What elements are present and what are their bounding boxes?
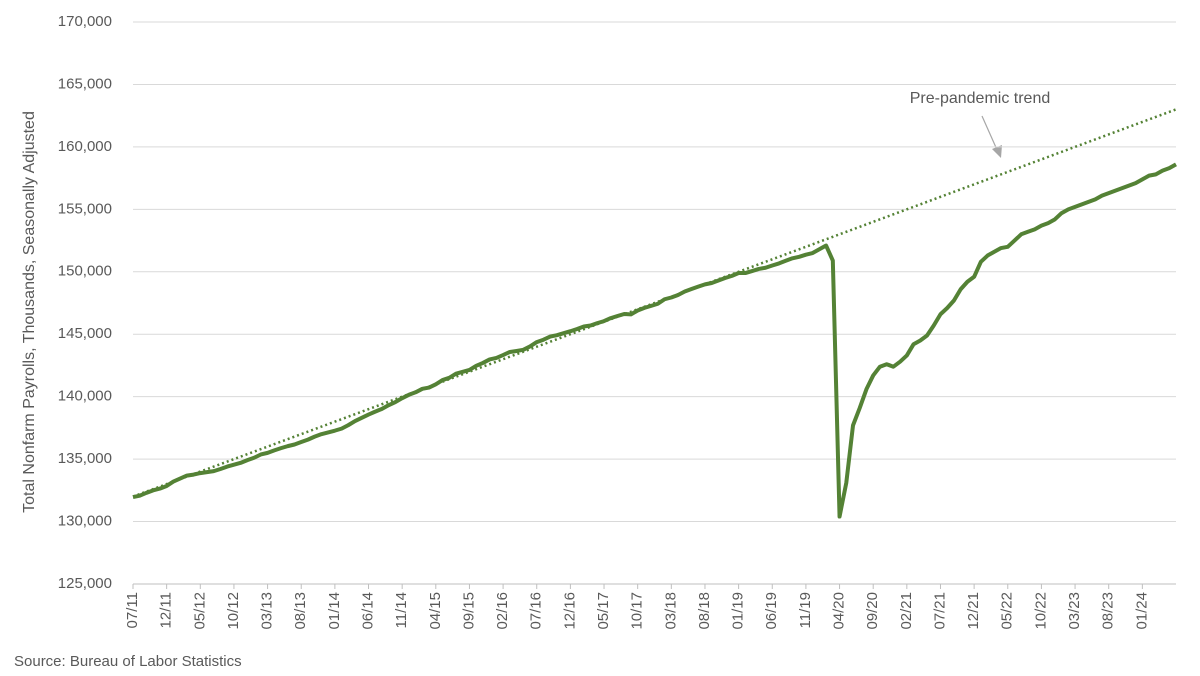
y-tick-label: 170,000 (58, 13, 112, 30)
x-tick-label: 05/22 (999, 592, 1016, 630)
x-tick-label: 07/16 (528, 592, 545, 630)
x-tick-label: 07/11 (124, 592, 141, 628)
x-tick-label: 06/14 (359, 592, 376, 630)
y-tick-label: 125,000 (58, 575, 112, 592)
x-tick-label: 01/19 (730, 592, 747, 630)
x-tick-label: 10/22 (1032, 592, 1049, 630)
annotation-arrow (981, 115, 999, 153)
x-tick-label: 08/23 (1100, 592, 1117, 630)
y-tick-label: 130,000 (58, 513, 112, 530)
y-axis-title: Total Nonfarm Payrolls, Thousands, Seaso… (21, 111, 38, 513)
y-tick-label: 140,000 (58, 388, 112, 405)
x-tick-label: 10/17 (629, 592, 646, 630)
y-tick-label: 155,000 (58, 200, 112, 217)
x-tick-label: 07/21 (931, 592, 948, 630)
y-tick-label: 150,000 (58, 263, 112, 280)
source: Source: Bureau of Labor Statistics (14, 653, 242, 670)
y-tick-label: 135,000 (58, 450, 112, 467)
x-tick-label: 02/16 (494, 592, 511, 630)
x-tick-label: 04/20 (831, 592, 848, 630)
x-tick-label: 12/11 (158, 592, 175, 628)
x-tick-label: 08/13 (292, 592, 309, 630)
annotation: Pre-pandemic trend (910, 90, 1051, 107)
x-tick-label: 03/18 (662, 592, 679, 630)
x-tick-label: 05/17 (595, 592, 612, 630)
x-tick-label: 01/24 (1133, 592, 1150, 630)
x-tick-label: 03/23 (1066, 592, 1083, 630)
x-tick-label: 05/12 (191, 592, 208, 630)
x-tick-label: 12/16 (561, 592, 578, 630)
y-tick-label: 160,000 (58, 138, 112, 155)
x-tick-label: 01/14 (326, 592, 343, 630)
y-tick-label: 165,000 (58, 75, 112, 92)
y-tick-label: 145,000 (58, 325, 112, 342)
data-line (132, 162, 1177, 519)
arrow-head (992, 145, 1002, 158)
x-tick-label: 11/14 (393, 592, 410, 628)
x-tick-label: 09/15 (460, 592, 477, 630)
x-tick-label: 03/13 (259, 592, 276, 630)
x-tick-label: 11/19 (797, 592, 814, 628)
x-tick-label: 09/20 (864, 592, 881, 630)
x-tick-label: 02/21 (898, 592, 915, 630)
x-tick-label: 06/19 (763, 592, 780, 630)
x-tick-label: 10/12 (225, 592, 242, 630)
x-tick-label: 08/18 (696, 592, 713, 630)
x-tick-label: 12/21 (965, 592, 982, 630)
x-tick-label: 04/15 (427, 592, 444, 630)
